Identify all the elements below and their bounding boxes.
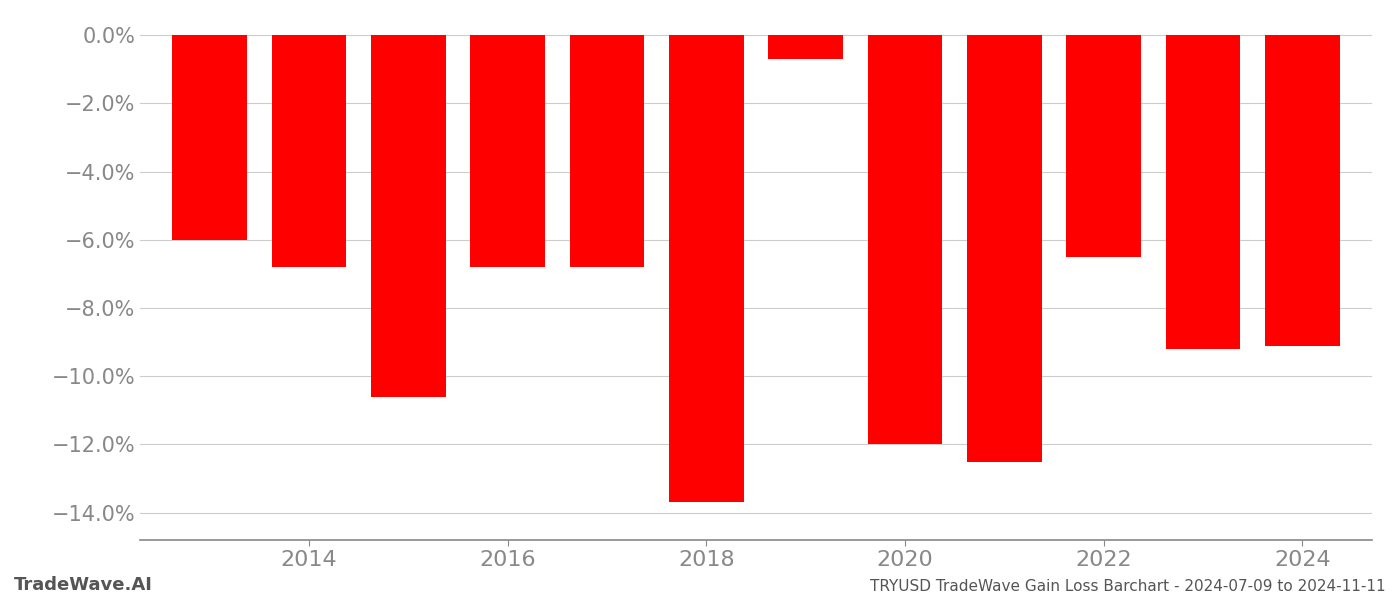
Bar — [272, 35, 346, 267]
Bar — [570, 35, 644, 267]
Bar — [868, 35, 942, 445]
Bar — [172, 35, 246, 240]
Text: TradeWave.AI: TradeWave.AI — [14, 576, 153, 594]
Bar — [1067, 35, 1141, 257]
Bar — [769, 35, 843, 59]
Bar — [1266, 35, 1340, 346]
Text: TRYUSD TradeWave Gain Loss Barchart - 2024-07-09 to 2024-11-11: TRYUSD TradeWave Gain Loss Barchart - 20… — [871, 579, 1386, 594]
Bar — [371, 35, 445, 397]
Bar — [470, 35, 545, 267]
Bar — [669, 35, 743, 502]
Bar — [967, 35, 1042, 461]
Bar — [1166, 35, 1240, 349]
